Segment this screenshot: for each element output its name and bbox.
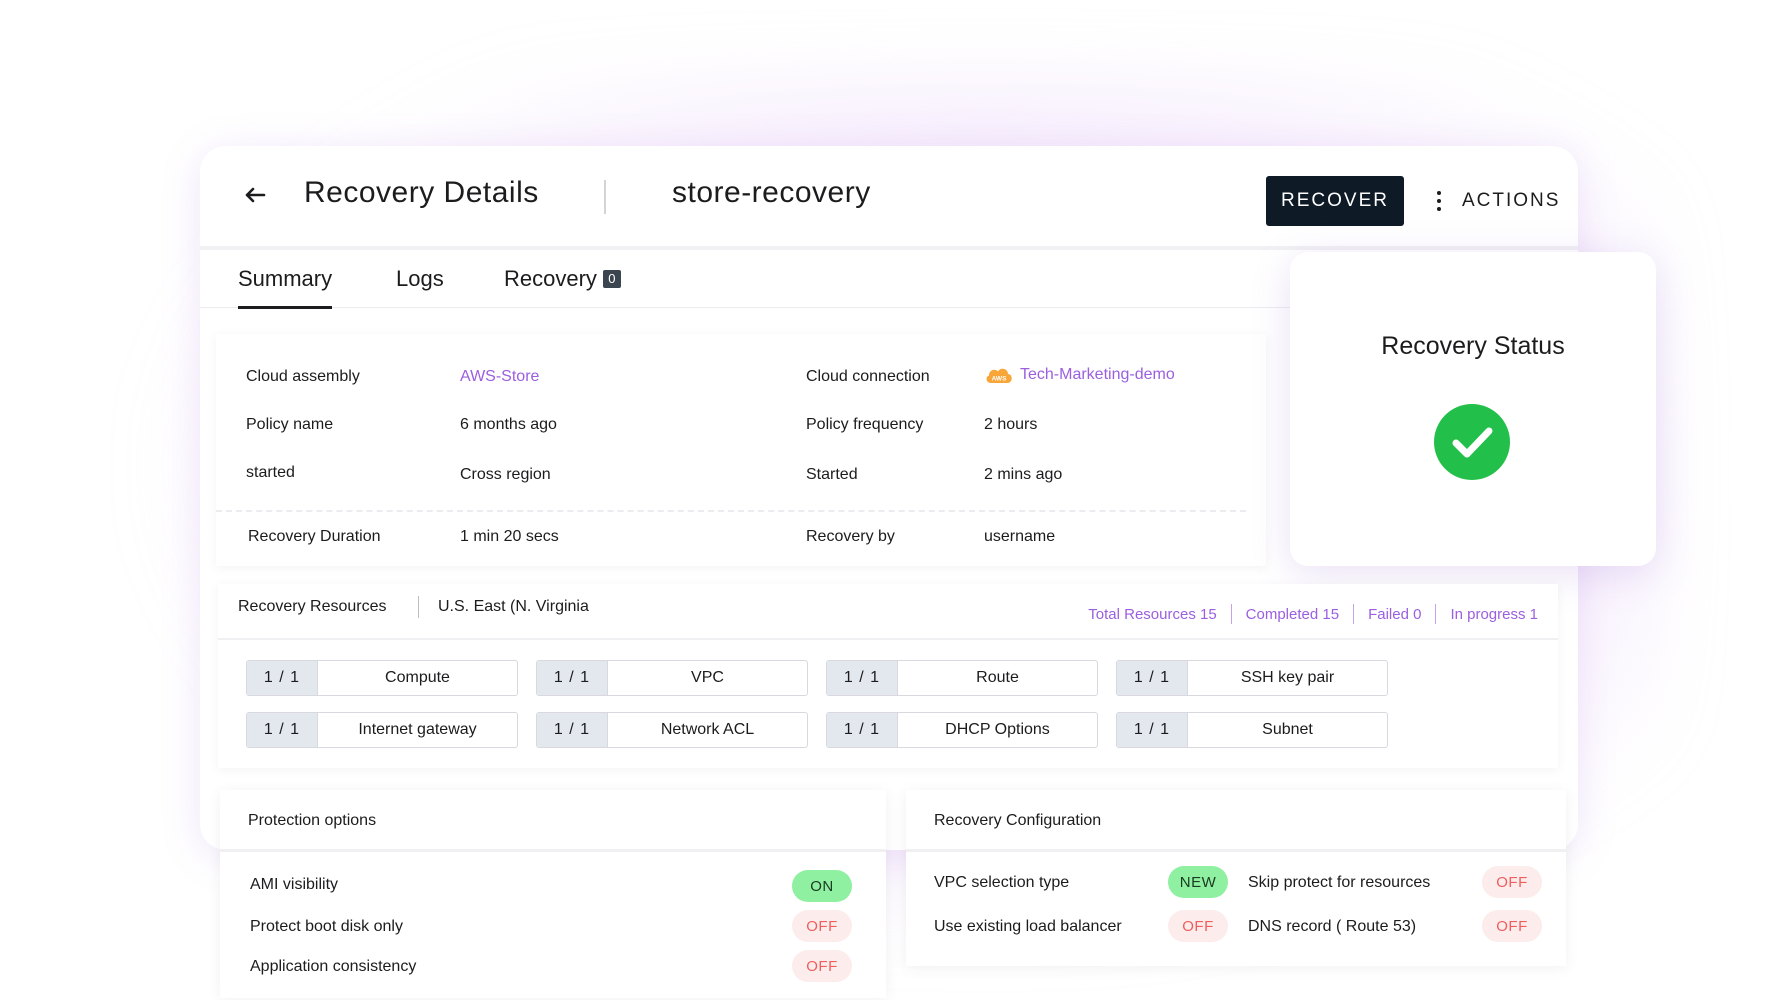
resource-name: VPC <box>607 661 807 695</box>
stat-total[interactable]: Total Resources 15 <box>1088 605 1217 623</box>
tab-summary[interactable]: Summary <box>238 250 333 309</box>
option-label: Use existing load balancer <box>934 918 1122 935</box>
resource-count: 1 / 1 <box>827 661 897 695</box>
back-arrow-icon[interactable] <box>240 180 270 210</box>
tab-bar: Summary Logs Recovery 0 <box>200 250 1290 309</box>
started-value: Cross region <box>460 466 551 483</box>
page-header: Recovery Details store-recovery RECOVER … <box>200 146 1578 246</box>
recovery-by-value: username <box>984 528 1056 545</box>
skip-protect-resources-toggle[interactable]: OFF <box>1482 866 1542 898</box>
resource-count: 1 / 1 <box>247 713 317 747</box>
recovery-duration-value: 1 min 20 secs <box>460 528 559 545</box>
resource-chip-compute[interactable]: 1 / 1 Compute <box>246 660 518 696</box>
started2-label: Started <box>806 466 858 483</box>
actions-button[interactable]: ACTIONS <box>1428 184 1560 218</box>
dns-record-toggle[interactable]: OFF <box>1482 910 1542 942</box>
policy-name-value: 6 months ago <box>460 416 557 433</box>
resource-count: 1 / 1 <box>247 661 317 695</box>
actions-label: ACTIONS <box>1462 190 1561 211</box>
tab-summary-label: Summary <box>238 266 333 291</box>
protection-options-header: Protection options <box>220 790 886 852</box>
option-label: VPC selection type <box>934 874 1070 891</box>
resource-count: 1 / 1 <box>1117 661 1187 695</box>
dashed-divider <box>216 510 1246 512</box>
summary-details: Cloud assembly AWS-Store Policy name 6 m… <box>216 334 1266 566</box>
recovery-configuration-title: Recovery Configuration <box>934 812 1102 829</box>
policy-name-label: Policy name <box>246 416 334 433</box>
protect-boot-disk-toggle[interactable]: OFF <box>792 910 852 942</box>
cloud-assembly-label: Cloud assembly <box>246 368 360 385</box>
protection-options-title: Protection options <box>248 812 377 829</box>
recovery-configuration-panel: Recovery Configuration VPC selection typ… <box>906 790 1566 966</box>
check-circle-icon <box>1434 404 1510 480</box>
resource-chip-dhcp-options[interactable]: 1 / 1 DHCP Options <box>826 712 1098 748</box>
recovery-duration-label: Recovery Duration <box>248 528 381 545</box>
tab-recovery-label: Recovery <box>504 266 597 291</box>
recovery-resources: Recovery Resources U.S. East (N. Virgini… <box>218 584 1558 768</box>
resource-name: SSH key pair <box>1187 661 1387 695</box>
cloud-connection-label: Cloud connection <box>806 368 930 385</box>
resource-name: Subnet <box>1187 713 1387 747</box>
vpc-selection-type-pill[interactable]: NEW <box>1168 866 1228 898</box>
header-divider <box>200 246 1578 250</box>
aws-cloud-icon: AWS <box>986 368 1012 383</box>
kebab-menu-icon <box>1428 191 1450 211</box>
use-existing-load-balancer-toggle[interactable]: OFF <box>1168 910 1228 942</box>
tab-recovery-badge: 0 <box>602 270 621 288</box>
resources-header: Recovery Resources U.S. East (N. Virgini… <box>218 584 1558 640</box>
recovery-by-label: Recovery by <box>806 528 895 545</box>
resources-title-divider <box>418 596 419 618</box>
resource-name: Internet gateway <box>317 713 517 747</box>
resource-name: Route <box>897 661 1097 695</box>
resource-chip-internet-gateway[interactable]: 1 / 1 Internet gateway <box>246 712 518 748</box>
resource-chip-route[interactable]: 1 / 1 Route <box>826 660 1098 696</box>
resources-region: U.S. East (N. Virginia <box>438 598 589 615</box>
application-consistency-toggle[interactable]: OFF <box>792 950 852 982</box>
tab-logs-label: Logs <box>396 266 444 291</box>
title-divider <box>604 180 606 214</box>
resource-chip-vpc[interactable]: 1 / 1 VPC <box>536 660 808 696</box>
stat-divider <box>1353 604 1355 624</box>
stat-failed[interactable]: Failed 0 <box>1368 605 1422 623</box>
option-label: AMI visibility <box>250 876 339 893</box>
resources-title: Recovery Resources <box>238 598 387 615</box>
recovery-configuration-header: Recovery Configuration <box>906 790 1566 852</box>
policy-frequency-value: 2 hours <box>984 416 1038 433</box>
cloud-connection-value: Tech-Marketing-demo <box>1020 366 1175 383</box>
stat-completed[interactable]: Completed 15 <box>1245 605 1340 623</box>
resource-count: 1 / 1 <box>537 661 607 695</box>
resource-count: 1 / 1 <box>827 713 897 747</box>
resource-name: store-recovery <box>672 176 871 209</box>
resource-chip-subnet[interactable]: 1 / 1 Subnet <box>1116 712 1388 748</box>
option-label: Protect boot disk only <box>250 918 403 935</box>
resource-chip-network-acl[interactable]: 1 / 1 Network ACL <box>536 712 808 748</box>
resource-stats: Total Resources 15 Completed 15 Failed 0… <box>1088 604 1538 624</box>
option-label: DNS record ( Route 53) <box>1248 918 1417 935</box>
option-label: Skip protect for resources <box>1248 874 1431 891</box>
resource-count: 1 / 1 <box>1117 713 1187 747</box>
protection-options-panel: Protection options AMI visibility ON Pro… <box>220 790 886 998</box>
aws-icon-text: AWS <box>992 376 1007 383</box>
started-label: started <box>246 464 295 481</box>
resource-name: Compute <box>317 661 517 695</box>
resource-name: Network ACL <box>607 713 807 747</box>
resource-count: 1 / 1 <box>537 713 607 747</box>
recovery-status-card: Recovery Status <box>1290 252 1656 566</box>
page-title: Recovery Details <box>304 176 539 209</box>
stat-in-progress[interactable]: In progress 1 <box>1450 605 1538 623</box>
resource-name: DHCP Options <box>897 713 1097 747</box>
ami-visibility-toggle[interactable]: ON <box>792 870 852 902</box>
stat-divider <box>1230 604 1232 624</box>
cloud-assembly-link[interactable]: AWS-Store <box>460 368 540 385</box>
cloud-connection-link[interactable]: AWS Tech-Marketing-demo <box>984 364 1175 386</box>
option-label: Application consistency <box>250 958 417 975</box>
started2-value: 2 mins ago <box>984 466 1063 483</box>
tab-logs[interactable]: Logs <box>396 250 444 308</box>
resource-chip-ssh-key-pair[interactable]: 1 / 1 SSH key pair <box>1116 660 1388 696</box>
recover-button[interactable]: RECOVER <box>1266 176 1404 226</box>
tab-recovery[interactable]: Recovery 0 <box>504 250 621 308</box>
recovery-status-title: Recovery Status <box>1381 332 1565 360</box>
policy-frequency-label: Policy frequency <box>806 416 924 433</box>
stat-divider <box>1435 604 1437 624</box>
